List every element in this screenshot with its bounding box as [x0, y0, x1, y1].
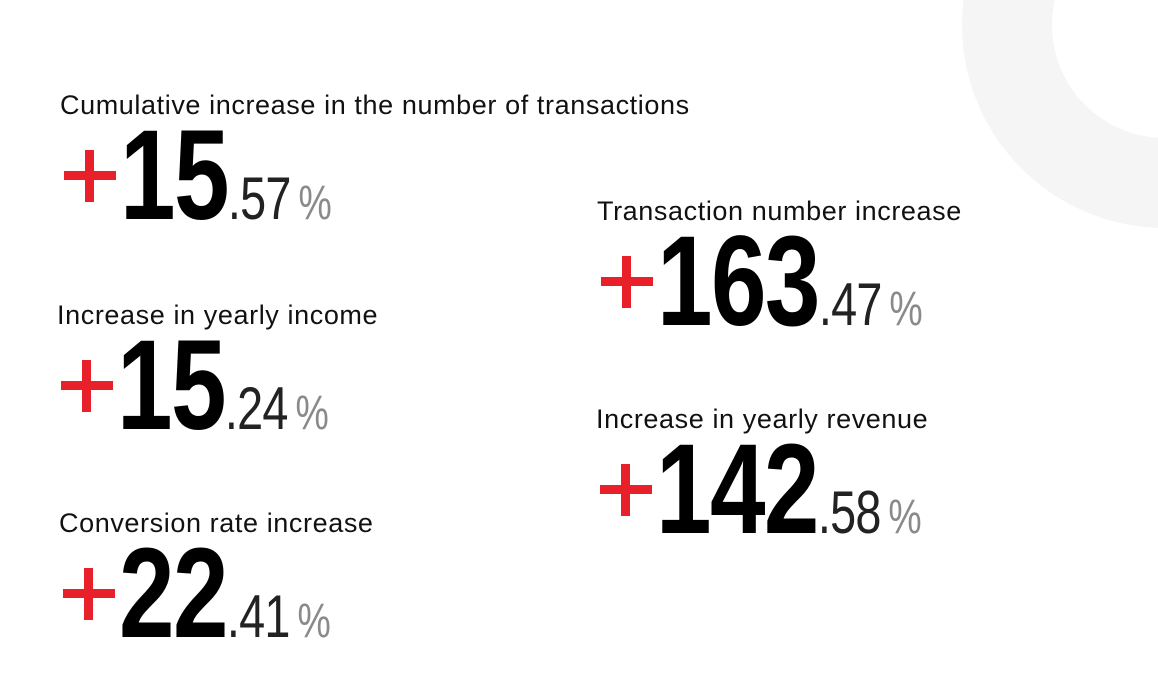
stat-transaction-number: Transaction number increase 163.47% [597, 196, 962, 346]
decorative-ring [962, 0, 1158, 228]
stat-yearly-income: Increase in yearly income 15.24% [57, 300, 379, 450]
stat-label: Increase in yearly revenue [596, 404, 929, 434]
stat-label: Increase in yearly income [57, 300, 379, 330]
plus-icon [63, 568, 115, 620]
plus-icon [64, 150, 116, 202]
stat-unit: % [889, 283, 923, 336]
stat-decimal: .24 [224, 375, 289, 442]
stat-unit: % [297, 595, 331, 648]
stat-cumulative-transactions: Cumulative increase in the number of tra… [60, 90, 690, 240]
stat-integer: 22 [119, 522, 228, 665]
plus-icon [600, 464, 652, 516]
stat-label: Transaction number increase [597, 196, 962, 226]
stat-integer: 163 [657, 210, 820, 353]
plus-icon [601, 256, 653, 308]
stat-decimal: .41 [226, 583, 291, 650]
stat-decimal: .57 [227, 165, 292, 232]
plus-icon [61, 360, 113, 412]
stat-decimal: .47 [818, 271, 883, 338]
stat-label: Cumulative increase in the number of tra… [60, 90, 690, 120]
stat-integer: 15 [117, 314, 226, 457]
stat-unit: % [298, 177, 332, 230]
stat-unit: % [295, 387, 329, 440]
stat-conversion-rate: Conversion rate increase 22.41% [59, 508, 374, 658]
stat-integer: 142 [656, 418, 819, 561]
stat-unit: % [888, 491, 922, 544]
stat-yearly-revenue: Increase in yearly revenue 142.58% [596, 404, 929, 554]
stat-decimal: .58 [817, 479, 882, 546]
stat-label: Conversion rate increase [59, 508, 374, 538]
stat-integer: 15 [120, 104, 229, 247]
